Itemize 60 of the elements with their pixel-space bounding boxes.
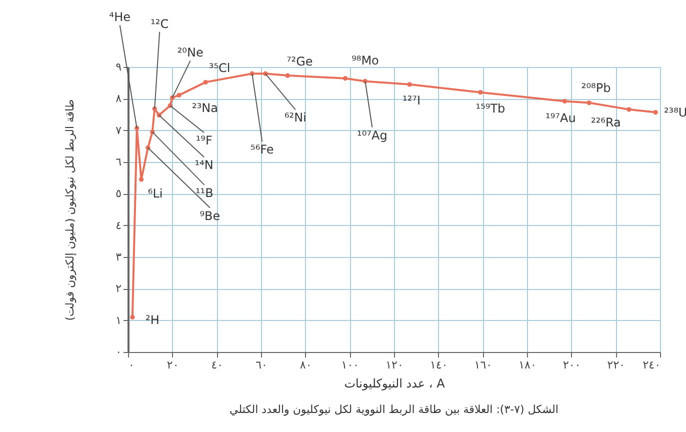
annotation: ²⁰Ne [177,46,204,60]
x-tick-label: ١٦٠ [474,358,492,372]
point [342,76,348,81]
annotation: ⁶²Ni [284,110,306,125]
y-tick-label: ٩ [116,60,122,74]
point [478,90,483,95]
point [138,177,144,182]
x-tick-label: ٢٤٠ [642,358,660,372]
point [626,107,632,112]
point [407,82,412,87]
point [586,100,592,106]
annotation: ²³Na [192,101,218,116]
y-tick-label: ٤ [116,218,122,232]
y-tick-label: ٢ [116,282,122,296]
x-tick-label: ٠ [128,358,134,372]
x-tick-label: ٤٠ [211,358,224,372]
x-tick-label: ٢٠٠ [562,358,581,372]
annotation: ⁵⁶Fe [250,142,274,157]
annotation: ¹²C [150,16,169,31]
point [176,92,182,98]
y-axis-title: طاقة الربط لكل نيوكليون (مليون إلكترون فولت) [64,98,77,321]
y-tick-label: ٨ [116,92,122,106]
text: الشكل (٧-٣): العلاقة بين طاقة الربط النووية لكل نيوكليون والعدد الكتلي [230,403,558,416]
y-tick-label: ٦ [116,156,122,168]
x-tick-label: ٨٠ [300,358,312,372]
annotation: ³⁵Cl [208,61,230,76]
annotation: ¹⁵⁹Tb [476,101,506,116]
annotation: ¹⁰⁷Ag [357,128,388,142]
x-tick-label: ١٢٠ [386,358,404,372]
y-tick-label: ١ [116,314,122,327]
annotation: ²⁰⁸Pb [581,80,611,95]
annotation: ¹¹B [195,186,214,200]
annotation: ¹²⁷I [402,93,421,108]
y-tick-label: ٥ [116,187,122,200]
x-tick-label: ٢٠ [166,358,179,372]
annotation: ¹⁹⁷Au [546,111,576,126]
x-axis-title: عدد النيوكليونات ، A [344,376,446,390]
x-tick-label: ١٤٠ [430,358,448,372]
annotation: ²²⁶Ra [591,115,621,130]
y-tick-label: ٣ [116,250,122,264]
annotation: ⁶Li [148,186,163,200]
y-tick-label: ٧ [116,124,122,137]
annotation: ¹⁹F [196,134,212,148]
x-tick-label: ١٠٠ [341,358,360,372]
point [653,110,658,115]
annotation: ⁴He [109,10,130,24]
point [285,73,290,78]
annotation: ⁷²Ge [286,54,313,69]
point [562,98,568,104]
point [203,80,208,85]
annotation: ²H [146,313,160,328]
x-tick-label: ٢٢٠ [607,358,626,372]
x-tick-label: ٦٠ [256,358,268,372]
annotation: ²³⁸U [664,105,686,120]
annotation: ¹⁴N [194,158,214,172]
y-tick-label: ٠ [116,346,122,358]
annotation: ⁹⁸Mo [352,53,379,68]
point [130,314,135,320]
annotation: ⁹Be [200,208,220,223]
x-tick-label: ١٨٠ [518,358,536,372]
